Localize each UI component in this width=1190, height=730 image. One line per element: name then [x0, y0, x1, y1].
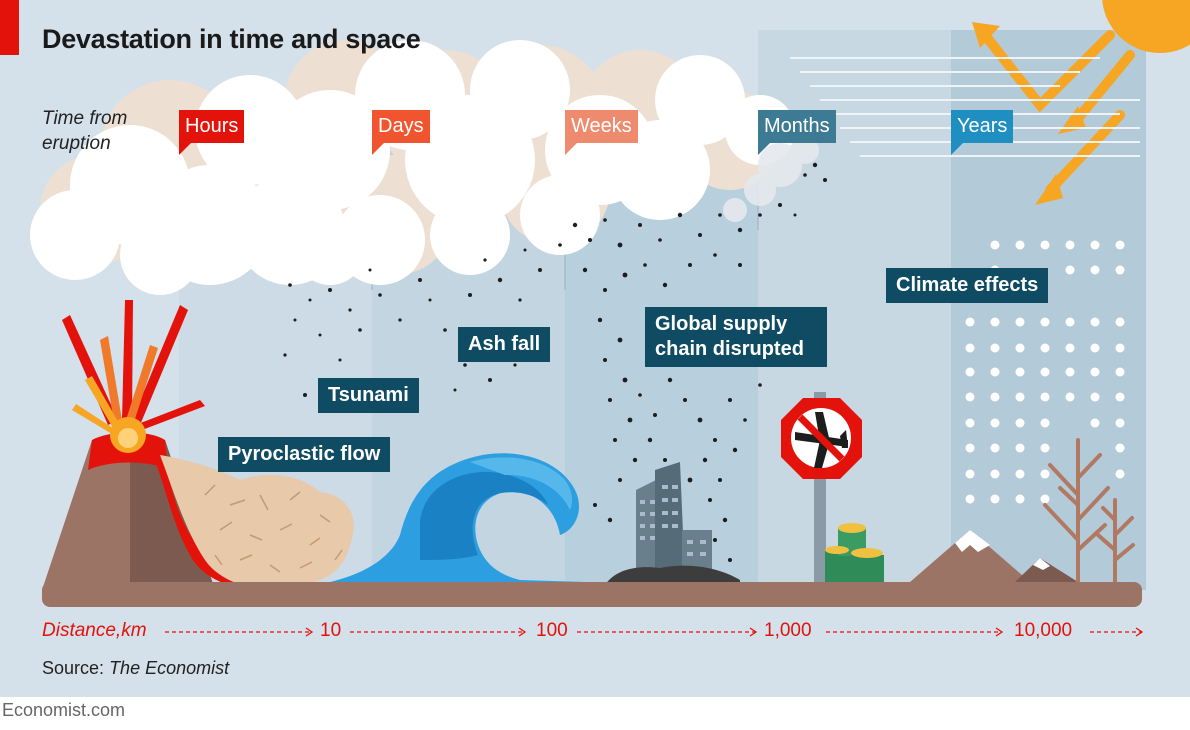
distance-tick-100: 100 — [536, 620, 568, 641]
eruption-jets — [62, 300, 205, 453]
source-note: Source: The Economist — [42, 658, 229, 679]
time-axis-label: Time from eruption — [42, 108, 128, 154]
distance-tick-10: 10 — [320, 620, 342, 641]
distance-axis-label: Distance,km — [42, 620, 147, 641]
label-pyroclastic-flow: Pyroclastic flow — [218, 437, 391, 472]
source-prefix: Source: — [42, 658, 105, 678]
time-marker-weeks: Weeks — [565, 110, 638, 155]
time-marker-months: Months — [758, 110, 836, 155]
time-marker-days: Days — [372, 110, 430, 155]
distance-arrowheads — [305, 627, 1144, 637]
chart-title: Devastation in time and space — [42, 24, 421, 54]
snowy-mountains — [910, 530, 1078, 582]
infographic: Devastation in time and space Time from … — [0, 0, 1190, 697]
source-name: The Economist — [109, 658, 230, 678]
no-flights-sign — [781, 392, 862, 587]
climate-particles — [965, 240, 1125, 504]
label-supply-chain: Global supply chain disrupted — [645, 307, 827, 367]
ground — [42, 582, 1142, 607]
ash-fall-particles — [283, 162, 827, 562]
supply-stacks — [825, 523, 884, 583]
pyroclastic-flow — [160, 455, 354, 588]
distance-tick-10000: 10,000 — [1014, 620, 1073, 641]
time-marker-years: Years — [951, 110, 1014, 155]
tsunami-wave — [330, 453, 585, 590]
label-tsunami: Tsunami — [318, 378, 419, 413]
label-climate-effects: Climate effects — [886, 268, 1049, 303]
bare-trees — [1043, 438, 1135, 584]
label-ash-fall: Ash fall — [458, 327, 551, 362]
sun — [1102, 0, 1190, 53]
time-marker-hours: Hours — [179, 110, 245, 155]
brand-footer[interactable]: Economist.com — [2, 700, 126, 720]
brand-tag — [0, 0, 19, 55]
distance-tick-1000: 1,000 — [764, 620, 812, 641]
illustration — [30, 0, 1190, 637]
